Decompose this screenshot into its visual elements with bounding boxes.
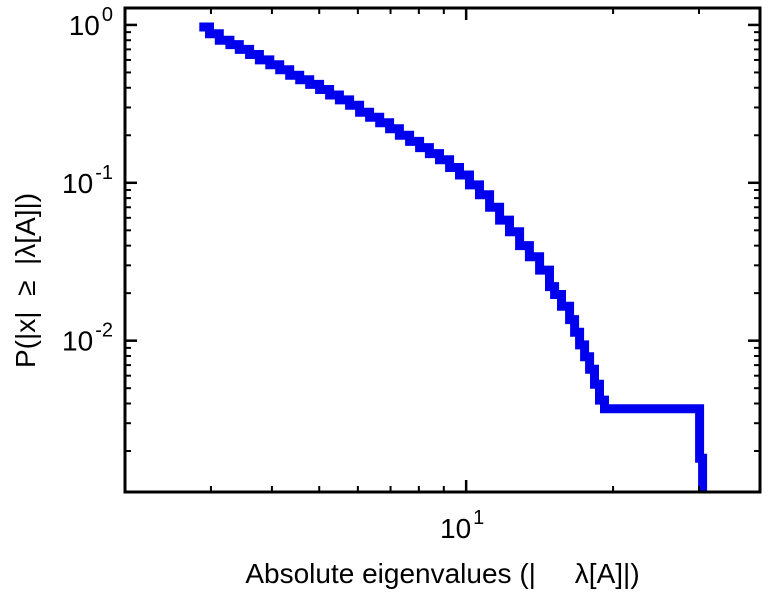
y-tick-label: 10 -1 [62,162,113,199]
x-axis-label: Absolute eigenvalues (| λ[A]|) [245,558,640,589]
y-axis-label: P(|x| ≥ |λ[A]|) [10,192,41,368]
y-tick-label: 10 0 [69,4,113,41]
x-tick-label: 10 1 [440,507,484,544]
plot-border [123,6,762,494]
y-tick-label: 10 -2 [62,320,113,357]
data-series-ccdf [199,22,708,492]
